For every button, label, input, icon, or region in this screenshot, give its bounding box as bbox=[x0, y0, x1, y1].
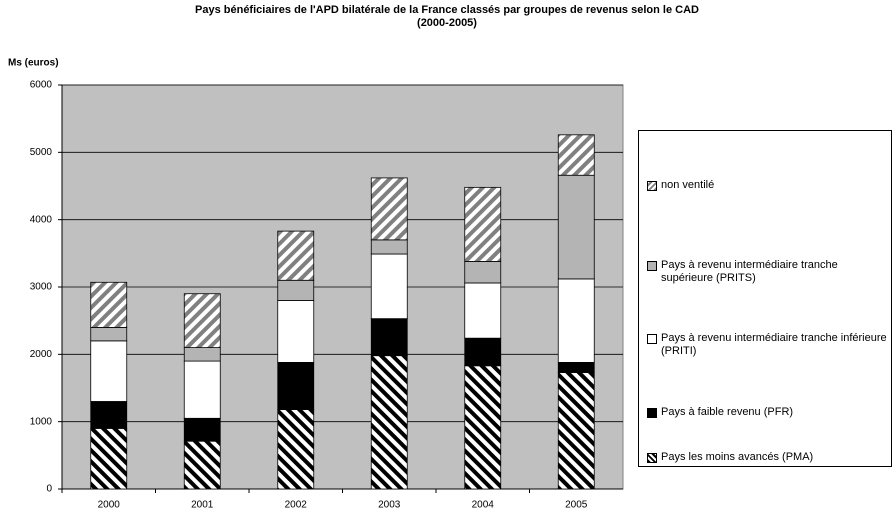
bar-segment bbox=[557, 362, 595, 373]
bar-segment bbox=[90, 340, 128, 402]
y-tick-label: 6000 bbox=[30, 80, 53, 91]
bar-segment bbox=[277, 300, 315, 363]
x-tick-label: 2003 bbox=[378, 500, 401, 511]
y-axis-label: Ms (euros) bbox=[8, 58, 59, 69]
legend-item: Pays les moins avancés (PMA) bbox=[647, 451, 891, 464]
legend-label: Pays à revenu intermédiaire tranche supé… bbox=[661, 259, 838, 284]
bar-segment bbox=[183, 347, 221, 362]
bar-segment bbox=[277, 230, 315, 281]
bar-segment bbox=[464, 282, 502, 339]
legend: Pays les moins avancés (PMA) Pays à faibl… bbox=[638, 130, 892, 467]
y-tick-label: 5000 bbox=[30, 147, 53, 158]
bar-segment bbox=[183, 293, 221, 349]
bar-segment bbox=[557, 372, 595, 490]
bar-segment bbox=[557, 134, 595, 176]
bar-segment bbox=[277, 409, 315, 490]
bar-segment bbox=[90, 281, 128, 328]
legend-label: Pays à revenu intermédiaire tranche infé… bbox=[661, 332, 887, 357]
legend-swatch bbox=[647, 408, 657, 418]
bar-segment bbox=[90, 401, 128, 429]
legend-swatch bbox=[647, 453, 657, 463]
x-tick-label: 2000 bbox=[98, 500, 121, 511]
legend-swatch bbox=[647, 334, 657, 344]
bar-segment bbox=[370, 318, 408, 357]
bar-segment bbox=[370, 253, 408, 320]
bar-segment bbox=[277, 362, 315, 410]
bar-segment bbox=[183, 417, 221, 442]
legend-swatch bbox=[647, 181, 657, 191]
bar-segment bbox=[557, 278, 595, 363]
bar-segment bbox=[464, 337, 502, 367]
y-tick-label: 0 bbox=[46, 484, 52, 495]
bar-segment bbox=[277, 279, 315, 301]
chart-title: Pays bénéficiaires de l'APD bilatérale d… bbox=[195, 4, 699, 16]
bar-segment bbox=[464, 186, 502, 262]
y-tick-label: 3000 bbox=[30, 282, 53, 293]
legend-label: non ventilé bbox=[661, 179, 715, 191]
x-tick-label: 2002 bbox=[285, 500, 308, 511]
bar-segment bbox=[90, 326, 128, 342]
y-tick-label: 4000 bbox=[30, 214, 53, 225]
bar-segment bbox=[557, 174, 595, 280]
legend-label: Pays à faible revenu (PFR) bbox=[661, 406, 794, 418]
y-tick-label: 1000 bbox=[30, 416, 53, 427]
x-tick-label: 2005 bbox=[565, 500, 588, 511]
legend-swatch bbox=[647, 261, 657, 271]
bar-segment bbox=[370, 177, 408, 241]
legend-item: Pays à revenu intermédiaire tranche infé… bbox=[647, 332, 891, 358]
legend-item: Pays à faible revenu (PFR) bbox=[647, 406, 891, 419]
bar-segment bbox=[183, 360, 221, 419]
bar-segment bbox=[464, 365, 502, 490]
bar-segment bbox=[464, 261, 502, 284]
legend-item: Pays à revenu intermédiaire tranche supé… bbox=[647, 259, 891, 285]
bar-segment bbox=[90, 427, 128, 490]
chart-subtitle: (2000-2005) bbox=[417, 17, 477, 29]
bar-segment bbox=[370, 355, 408, 490]
bar-segment bbox=[183, 440, 221, 490]
bar-segment bbox=[370, 239, 408, 255]
legend-item: non ventilé bbox=[647, 179, 891, 192]
y-tick-label: 2000 bbox=[30, 349, 53, 360]
x-tick-label: 2004 bbox=[472, 500, 495, 511]
legend-label: Pays les moins avancés (PMA) bbox=[661, 451, 814, 463]
x-tick-label: 2001 bbox=[191, 500, 214, 511]
